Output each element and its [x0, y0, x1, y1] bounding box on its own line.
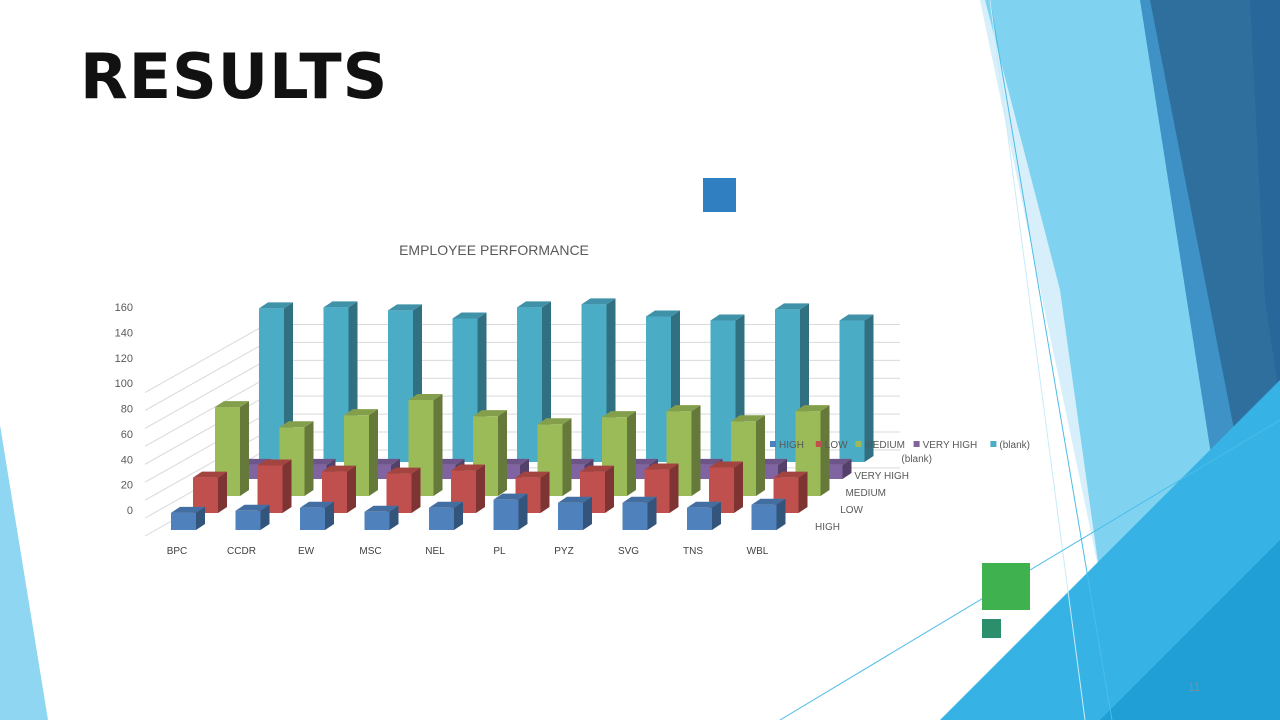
x-tick-label: MSC	[359, 546, 381, 557]
bar-high-tns	[687, 501, 721, 530]
bar-medium-pyz	[602, 411, 636, 496]
legend-label: VERY HIGH	[923, 440, 978, 451]
y-tick-label: 100	[115, 378, 133, 390]
y-tick-label: 160	[115, 302, 133, 314]
y-tick-label: 80	[121, 404, 133, 416]
decor-line-3	[779, 419, 1280, 720]
legend-label: MEDIUM	[864, 440, 905, 451]
chart-title: EMPLOYEE PERFORMANCE	[399, 242, 589, 258]
depth-axis-label: LOW	[840, 505, 863, 516]
y-axis-ticks: 0 20 40 60 80 100 120 140 160	[115, 302, 133, 517]
legend-item: VERY HIGH	[913, 440, 978, 451]
x-tick-label: SVG	[618, 546, 639, 557]
chart-bars	[171, 298, 874, 530]
legend-swatch	[990, 441, 997, 447]
bar-medium-pl	[537, 418, 572, 496]
x-tick-label: CCDR	[227, 546, 256, 557]
depth-axis-label: MEDIUM	[845, 488, 886, 499]
legend-label: LOW	[825, 440, 848, 451]
x-tick-label: PL	[493, 546, 506, 557]
y-tick-label: 40	[121, 454, 133, 466]
bar-blank-bpc	[259, 302, 293, 462]
side-gridline	[144, 377, 267, 447]
bar-high-msc	[364, 505, 399, 530]
page-number: 11	[1188, 680, 1201, 694]
bar-high-wbl	[751, 498, 786, 530]
bar-low-ccdr	[257, 459, 292, 513]
x-tick-label: BPC	[167, 546, 188, 557]
depth-axis-label: (blank)	[901, 454, 932, 465]
x-axis-labels: BPC CCDR EW MSC NEL PL PYZ SVG TNS WBL	[167, 546, 769, 557]
side-gridline	[144, 341, 267, 411]
chart-legend: HIGH LOW MEDIUM VERY HIGH (blank)	[770, 440, 1030, 451]
y-tick-label: 120	[115, 353, 133, 365]
bar-low-pyz	[580, 465, 614, 513]
slide-title: RESULTS	[80, 40, 389, 113]
right-deep-shape	[1250, 0, 1280, 400]
x-tick-label: WBL	[747, 546, 769, 557]
left-edge-shape	[0, 425, 48, 720]
bar-low-bpc	[193, 471, 227, 513]
y-tick-label: 0	[127, 505, 133, 517]
legend-label: HIGH	[779, 440, 804, 451]
bar-high-ew	[300, 501, 334, 530]
accent-teal-square	[982, 619, 1001, 638]
bar-high-svg	[622, 496, 657, 530]
side-gridline	[144, 359, 267, 429]
y-tick-label: 140	[115, 327, 133, 339]
legend-item: HIGH	[770, 440, 804, 451]
accent-blue-square	[703, 178, 736, 212]
decor-line-2	[989, 0, 1086, 720]
legend-item: (blank)	[990, 440, 1030, 451]
bar-high-pl	[493, 493, 528, 530]
bar-high-bpc	[171, 506, 205, 530]
depth-axis-label: HIGH	[815, 522, 840, 533]
legend-item: LOW	[815, 440, 848, 451]
x-tick-label: NEL	[425, 546, 445, 557]
x-tick-label: TNS	[683, 546, 703, 557]
bar-blank-wbl	[839, 314, 874, 462]
bar-high-nel	[429, 501, 463, 530]
side-gridline	[144, 324, 267, 393]
bar-high-ccdr	[235, 504, 270, 530]
bottom-right-overlay	[1100, 540, 1280, 720]
decor-line-1	[989, 0, 1113, 720]
bar-low-svg	[644, 463, 679, 513]
bar-low-nel	[451, 464, 485, 513]
legend-swatch	[913, 441, 920, 447]
y-tick-label: 60	[121, 429, 133, 441]
x-tick-label: EW	[298, 546, 315, 557]
legend-item: MEDIUM	[855, 440, 905, 451]
legend-swatch	[770, 441, 776, 447]
legend-label: (blank)	[999, 440, 1030, 451]
x-tick-label: PYZ	[554, 546, 573, 557]
legend-swatch	[855, 441, 862, 447]
accent-green-square	[982, 563, 1030, 610]
bar-high-pyz	[558, 496, 592, 530]
y-tick-label: 20	[121, 480, 133, 492]
legend-swatch	[815, 441, 822, 447]
depth-axis-label: VERY HIGH	[854, 471, 909, 482]
